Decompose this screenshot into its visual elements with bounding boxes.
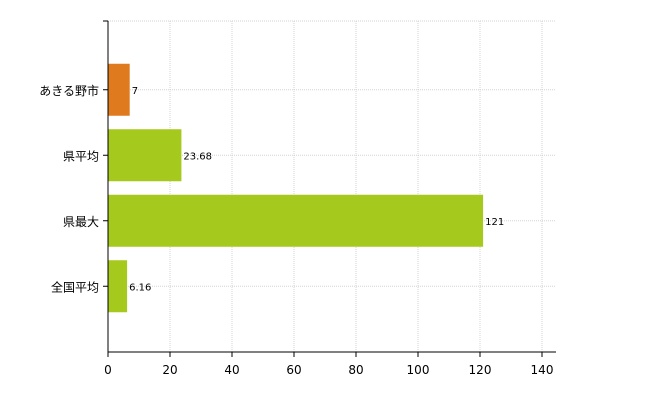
bar-value-label: 23.68 — [183, 151, 212, 162]
x-tick-label: 40 — [224, 363, 239, 377]
bar-value-label: 121 — [485, 217, 504, 228]
category-label: 全国平均 — [51, 279, 99, 294]
x-tick-label: 20 — [162, 363, 177, 377]
x-tick-label: 120 — [469, 363, 492, 377]
category-label: あきる野市 — [39, 83, 99, 98]
bar-value-label: 6.16 — [129, 282, 151, 293]
bar — [108, 63, 130, 116]
bar — [108, 129, 182, 182]
category-label: 県最大 — [63, 215, 99, 229]
bar — [108, 260, 128, 313]
x-tick-label: 0 — [104, 363, 112, 377]
x-tick-label: 80 — [348, 363, 363, 377]
x-tick-label: 140 — [531, 363, 554, 377]
bar-value-label: 7 — [132, 86, 138, 97]
x-tick-label: 100 — [407, 363, 430, 377]
axis-layer — [103, 20, 556, 357]
x-tick-label: 60 — [286, 363, 301, 377]
grid-layer — [108, 20, 556, 352]
bar-layer — [108, 63, 484, 313]
label-layer: 7 あきる野市 23.68 県平均 121 県最大 6.16 全国平均 0 20 40 60 80 100… — [39, 83, 553, 377]
category-label: 県平均 — [63, 149, 99, 163]
bar — [108, 194, 484, 247]
